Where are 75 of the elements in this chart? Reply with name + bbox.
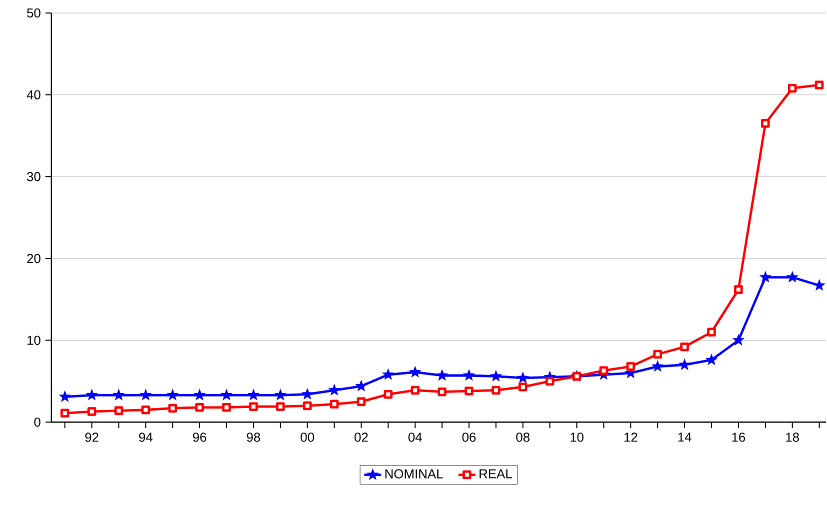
point: [384, 390, 393, 399]
x-tick-label: 18: [786, 432, 799, 442]
x-tick-label: 00: [300, 432, 314, 442]
y-tick-label: 0: [34, 418, 40, 427]
x-tick-label: 14: [678, 432, 692, 442]
y-tick-label: 40: [26, 90, 40, 100]
point: [408, 366, 422, 378]
point: [302, 402, 312, 410]
point: [490, 370, 502, 382]
point: [492, 386, 500, 395]
point: [464, 386, 474, 396]
point: [462, 369, 476, 381]
y-tick-label: 30: [27, 172, 40, 182]
point: [759, 270, 772, 283]
point: [680, 342, 689, 352]
y-tick-label: 10: [27, 336, 40, 346]
point: [141, 406, 150, 414]
x-tick-label: 98: [246, 432, 260, 442]
x-tick-label: 96: [192, 432, 206, 442]
point: [87, 407, 96, 416]
point: [330, 400, 339, 409]
x-tick-label: 92: [85, 432, 98, 442]
x-tick-label: 02: [354, 432, 368, 442]
x-tick-label: 10: [570, 432, 584, 442]
point: [518, 382, 528, 392]
point: [114, 406, 124, 416]
point: [786, 270, 798, 283]
point: [734, 285, 743, 294]
point: [140, 388, 152, 400]
x-tick-label: 08: [516, 432, 530, 442]
point: [356, 397, 366, 406]
point: [438, 388, 446, 396]
point: [436, 369, 448, 381]
legend-label: NOMINAL: [385, 469, 443, 479]
point: [761, 119, 770, 128]
point: [276, 402, 285, 412]
x-tick-label: 06: [462, 432, 476, 442]
point: [222, 403, 231, 412]
y-tick-label: 20: [27, 254, 40, 264]
x-tick-label: 16: [732, 432, 746, 442]
point: [168, 404, 178, 413]
point: [112, 388, 125, 400]
point: [516, 372, 530, 384]
point: [651, 360, 664, 372]
point: [166, 388, 179, 400]
legend-label: REAL: [480, 469, 512, 478]
x-tick-label: 94: [139, 432, 153, 442]
point: [814, 80, 824, 90]
point: [572, 372, 582, 381]
point: [705, 354, 718, 366]
point: [678, 358, 691, 370]
x-tick-label: 12: [624, 432, 638, 442]
point: [707, 328, 716, 337]
point: [328, 384, 340, 396]
x-tick-label: 04: [408, 432, 422, 442]
y-tick-label: 50: [27, 8, 40, 18]
point: [274, 388, 287, 400]
point: [410, 386, 420, 395]
point: [195, 403, 204, 412]
point: [626, 362, 636, 371]
point: [193, 388, 206, 400]
point: [788, 84, 797, 93]
point: [382, 368, 394, 380]
point: [355, 380, 368, 392]
point: [653, 350, 662, 359]
point: [247, 388, 260, 400]
point: [545, 376, 554, 386]
point: [599, 366, 608, 376]
point: [86, 388, 98, 400]
point: [60, 408, 70, 418]
point: [220, 388, 233, 400]
point: [301, 388, 314, 400]
point: [249, 402, 258, 412]
point: [58, 390, 72, 402]
point: [732, 334, 745, 346]
